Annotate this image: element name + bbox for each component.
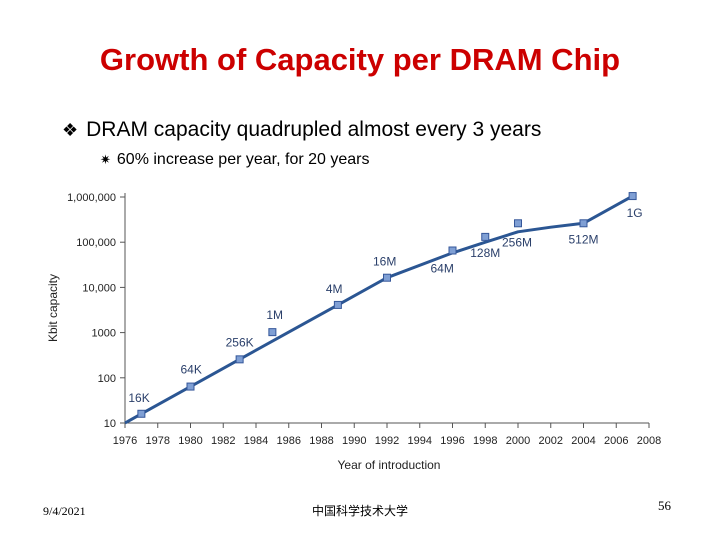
data-point-marker	[333, 300, 342, 309]
data-point-marker	[514, 219, 522, 228]
diamond-bullet-icon: ❖	[62, 120, 79, 140]
data-point-marker	[186, 382, 195, 391]
capacity-growth-line	[124, 194, 634, 425]
data-label: 256M	[502, 235, 532, 249]
data-label: 256K	[226, 335, 254, 349]
x-tick-label: 1986	[277, 435, 301, 447]
bullet-sub: ✷ 60% increase per year, for 20 years	[100, 151, 369, 169]
x-tick-label: 2008	[637, 435, 661, 447]
data-point-marker	[448, 246, 457, 255]
bullet-main: ❖ DRAM capacity quadrupled almost every 3…	[62, 118, 541, 142]
y-tick-label: 10,000	[82, 282, 116, 294]
y-axis-title: Kbit capacity	[46, 274, 60, 342]
data-point-marker	[628, 192, 637, 201]
data-label: 4M	[326, 282, 343, 296]
y-tick-label: 100,000	[76, 237, 116, 249]
x-tick-label: 1980	[178, 435, 202, 447]
footer-date: 9/4/2021	[43, 504, 86, 518]
y-tick-label: 10	[104, 418, 116, 430]
x-tick-label: 1976	[113, 435, 137, 447]
x-tick-label: 2002	[539, 435, 563, 447]
y-tick-label: 1,000,000	[67, 192, 116, 204]
x-tick-label: 1994	[408, 435, 432, 447]
data-label: 128M	[470, 246, 500, 260]
x-tick-label: 1998	[473, 435, 497, 447]
x-tick-label: 1990	[342, 435, 366, 447]
x-tick-label: 1982	[211, 435, 235, 447]
data-label: 16M	[373, 255, 396, 269]
data-point-marker	[383, 273, 391, 282]
x-tick-label: 1984	[244, 435, 268, 447]
page-number: 56	[658, 498, 671, 513]
x-axis-title: Year of introduction	[338, 458, 441, 472]
star-bullet-icon: ✷	[100, 152, 111, 167]
x-tick-label: 1996	[440, 435, 464, 447]
x-tick-label: 2004	[571, 435, 595, 447]
slide-title: Growth of Capacity per DRAM Chip	[99, 42, 621, 77]
data-label: 64K	[181, 363, 202, 377]
x-tick-label: 2006	[604, 435, 628, 447]
x-tick-label: 2000	[506, 435, 530, 447]
data-point-marker	[235, 355, 244, 364]
x-tick-label: 1992	[375, 435, 399, 447]
data-label: 512M	[569, 232, 599, 246]
data-label: 1G	[627, 206, 643, 220]
x-tick-label: 1988	[309, 435, 333, 447]
data-point-marker	[579, 219, 588, 228]
y-tick-label: 100	[98, 373, 116, 385]
data-point-marker	[137, 409, 146, 418]
y-tick-label: 1000	[92, 328, 116, 340]
x-tick-label: 1978	[146, 435, 170, 447]
data-label: 64M	[431, 261, 454, 275]
bullet-sub-text: 60% increase per year, for 20 years	[116, 151, 370, 168]
data-label: 1M	[266, 308, 283, 322]
data-point-marker	[268, 328, 277, 337]
data-label: 16K	[128, 391, 149, 405]
footer-institution: 中国科学技术大学	[311, 504, 408, 518]
data-point-marker	[481, 232, 490, 241]
bullet-main-text: DRAM capacity quadrupled almost every 3 …	[86, 118, 542, 141]
